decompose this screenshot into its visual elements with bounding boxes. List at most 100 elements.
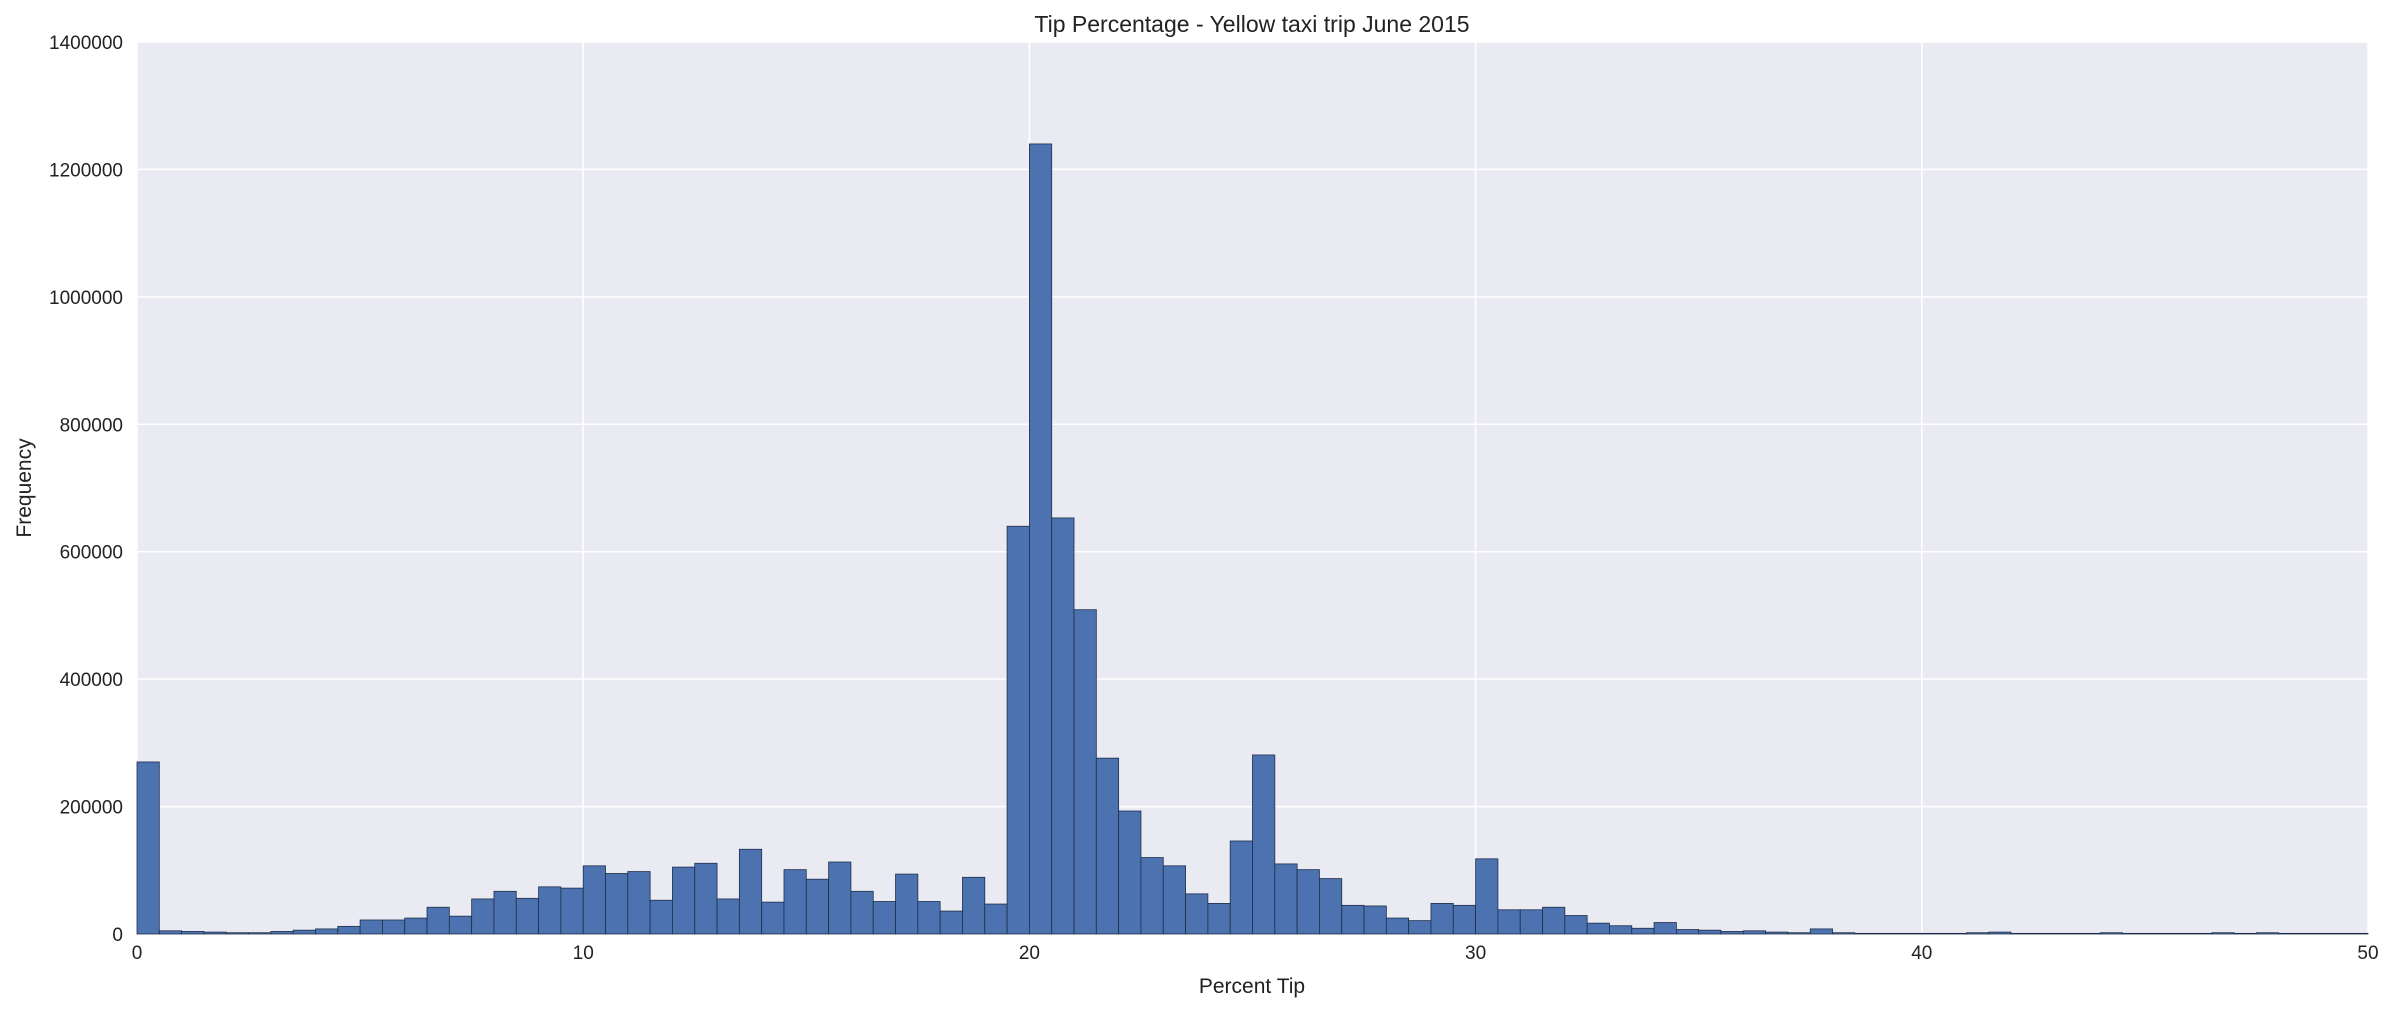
histogram-bar [1051,517,1075,935]
histogram-bar [1809,928,1833,935]
y-axis-label: Frequency [13,438,36,538]
histogram-bars [136,143,2369,935]
histogram-bar [761,901,785,935]
histogram-bar [2032,932,2057,935]
y-tick-label: 200000 [60,798,123,819]
histogram-bar [738,848,763,935]
histogram-bar [2300,932,2324,935]
histogram-bar [1296,869,1320,935]
histogram-bar [1921,932,1945,935]
histogram-bar [1095,757,1120,935]
histogram-bar [1006,525,1030,935]
histogram-bar [1118,810,1142,935]
histogram-bar [1385,917,1410,935]
histogram-bar [962,876,986,935]
histogram-bar [1765,931,1789,935]
histogram-bar [1653,922,1677,935]
x-axis-label: Percent Tip [1199,975,1305,998]
histogram-bar [1966,932,1990,935]
histogram-bar [2166,932,2190,935]
histogram-bar [1073,609,1097,935]
histogram-bar [270,931,294,935]
histogram-bar [694,862,718,935]
histogram-bar [1854,932,1878,935]
histogram-bar [2233,932,2257,935]
histogram-bar [984,903,1008,935]
histogram-bar [2144,932,2168,935]
x-tick-label: 20 [1019,943,1040,964]
histogram-bar [1319,878,1343,935]
histogram-bar [1899,932,1923,935]
y-tick-label: 600000 [60,543,123,564]
histogram-bar [649,899,673,935]
histogram-bar [605,873,629,935]
histogram-bar [2122,932,2146,935]
histogram-bar [1029,143,1053,935]
histogram-bar [1609,925,1633,935]
histogram-bar [1185,893,1209,935]
histogram-bar [203,931,227,935]
histogram-bar [1832,932,1856,935]
histogram-bar [1564,915,1588,935]
y-tick-label: 0 [112,925,123,946]
histogram-bar [2055,932,2079,935]
histogram-bar [471,898,495,935]
histogram-bar [181,931,205,935]
histogram-bar [292,929,316,935]
x-tick-label: 10 [573,943,594,964]
histogram-bar [315,928,339,935]
histogram-bar [1876,932,1900,935]
histogram-bar [493,890,517,935]
y-tick-label: 400000 [60,670,123,691]
histogram-bar [1341,904,1365,935]
histogram-bar [1162,865,1186,935]
histogram-bar [1140,857,1164,935]
histogram-bar [2010,932,2034,935]
histogram-bar [1988,931,2012,935]
histogram-bar [382,919,406,935]
histogram-bar [627,871,651,935]
histogram-bar [158,930,183,935]
histogram-bar [337,925,361,935]
histogram-bar [872,901,896,935]
y-tick-labels: 0 200000 400000 600000 800000 1000000 1200000 1… [49,33,123,946]
histogram-bar [1497,909,1521,935]
histogram-bar [2099,932,2123,935]
y-tick-label: 800000 [60,415,123,436]
histogram-bar [248,932,272,935]
histogram-bar [225,932,249,935]
histogram-bar [1452,904,1477,935]
histogram-bar [1252,754,1276,935]
histogram-bar [1675,929,1700,935]
histogram-bar [359,919,383,935]
histogram-bar [939,910,963,935]
histogram-bar [1408,920,1432,935]
histogram-bar [1631,927,1655,935]
histogram-bar [2077,932,2101,935]
histogram-bar [1720,931,1744,935]
histogram-bar [917,901,941,935]
histogram-bar [1698,929,1722,935]
histogram-bar [1363,905,1387,935]
histogram-bar [1542,906,1566,935]
histogram-bar [1943,932,1967,935]
histogram-bar [2345,932,2369,935]
histogram-bar [850,890,874,935]
x-tick-label: 30 [1465,943,1486,964]
histogram-bar [828,861,852,935]
histogram-bar [1430,903,1454,935]
histogram-bar [538,886,562,935]
histogram-bar [1229,840,1253,935]
histogram-bar [1586,922,1610,935]
y-tick-label: 1000000 [49,288,123,309]
histogram-bar [895,873,919,935]
histogram-bar [582,865,606,935]
histogram-bar [2278,932,2302,935]
histogram-bar [1207,903,1231,935]
histogram-bar [404,917,428,935]
histogram-bar [1742,930,1767,935]
histogram-bar [1787,932,1811,935]
histogram-bar [136,761,160,935]
